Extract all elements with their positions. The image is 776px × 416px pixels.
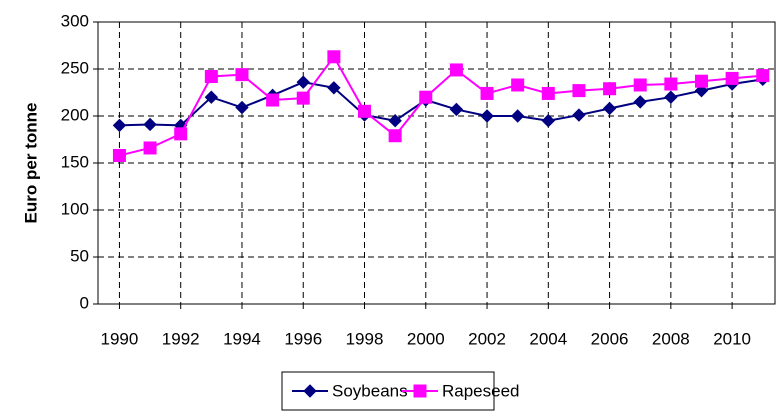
point: [266, 93, 280, 107]
point: [480, 86, 494, 100]
point: [510, 109, 525, 123]
point: [327, 50, 341, 64]
point: [174, 127, 188, 141]
legend: Soybeans Rapeseed: [281, 371, 520, 411]
point: [419, 90, 433, 104]
x-tick-label: 1996: [284, 329, 322, 348]
y-tick-label: 50: [70, 246, 89, 265]
point: [358, 104, 372, 118]
line: [119, 54, 763, 157]
x-tick-label: 2000: [407, 329, 445, 348]
y-tick-label: 200: [61, 105, 89, 124]
point: [235, 68, 249, 82]
y-tick-label: 150: [61, 152, 89, 171]
point: [633, 78, 647, 92]
point: [633, 95, 647, 109]
y-tick-label: 300: [61, 11, 89, 30]
point: [480, 109, 494, 123]
x-tick-label: 1992: [162, 329, 200, 348]
point: [204, 70, 218, 84]
point: [112, 148, 126, 162]
point: [388, 113, 402, 128]
point: [572, 84, 586, 98]
point: [143, 117, 157, 132]
point: [572, 108, 586, 122]
point: [449, 63, 463, 77]
x-tick-label: 2004: [529, 329, 567, 348]
point: [602, 101, 617, 116]
point: [235, 100, 249, 115]
point: [603, 82, 617, 96]
legend-marker: [303, 384, 317, 398]
point: [541, 86, 555, 100]
point: [664, 90, 678, 104]
y-axis-label: Euro per tonne: [21, 103, 40, 224]
series: [112, 50, 770, 162]
point: [756, 69, 770, 83]
point: [204, 90, 219, 104]
point: [541, 113, 556, 128]
line: [119, 78, 763, 127]
plot-frame: [97, 21, 776, 305]
y-tick-label: 100: [61, 199, 89, 218]
legend-label: Rapeseed: [442, 381, 520, 400]
x-tick-label: 1994: [223, 329, 261, 348]
point: [664, 77, 678, 91]
point: [327, 81, 341, 95]
point: [725, 71, 739, 85]
legend-label: Soybeans: [332, 381, 408, 400]
x-tick-label: 2010: [713, 329, 751, 348]
x-tick-label: 2002: [468, 329, 506, 348]
x-tick-label: 1990: [101, 329, 139, 348]
x-tick-label: 2008: [652, 329, 690, 348]
x-tick-label: 2006: [591, 329, 629, 348]
point: [143, 141, 157, 155]
point: [694, 74, 708, 88]
x-tick-label: 1998: [346, 329, 384, 348]
point: [112, 118, 127, 133]
y-tick-label: 0: [80, 293, 89, 312]
y-tick-label: 250: [61, 58, 89, 77]
point: [511, 78, 525, 92]
legend-marker: [413, 384, 427, 398]
point: [296, 91, 310, 105]
point: [296, 75, 310, 89]
point: [388, 129, 402, 143]
point: [449, 102, 464, 117]
